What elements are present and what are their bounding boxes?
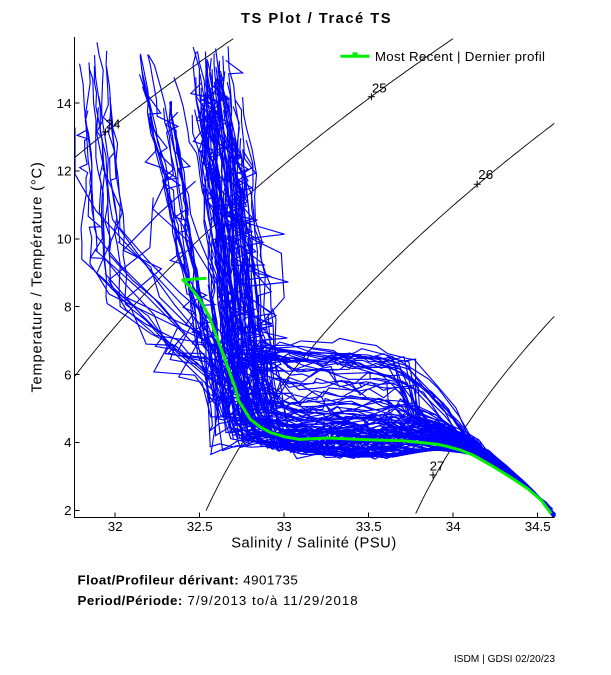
svg-text:34.5: 34.5 (525, 519, 551, 534)
svg-text:Period/Période: 7/9/2013 to/à: Period/Période: 7/9/2013 to/à 11/29/2018 (78, 593, 359, 608)
svg-text:Salinity / Salinité (PSU): Salinity / Salinité (PSU) (231, 536, 397, 552)
svg-text:32.5: 32.5 (187, 519, 213, 534)
svg-text:33.5: 33.5 (356, 519, 382, 534)
svg-text:14: 14 (57, 96, 72, 111)
svg-text:ISDM | GDSI 02/20/23: ISDM | GDSI 02/20/23 (454, 654, 556, 665)
svg-text:Most Recent | Dernier profil: Most Recent | Dernier profil (375, 49, 545, 64)
svg-text:Float/Profileur dérivant: 4901: Float/Profileur dérivant: 4901735 (78, 573, 299, 588)
svg-text:33: 33 (277, 519, 292, 534)
svg-text:2: 2 (64, 503, 71, 518)
svg-text:32: 32 (108, 519, 123, 534)
svg-text:8: 8 (64, 299, 71, 314)
svg-text:25: 25 (372, 80, 387, 95)
svg-text:6: 6 (64, 367, 71, 382)
svg-text:Temperature / Température (°C): Temperature / Température (°C) (30, 161, 46, 392)
svg-text:12: 12 (57, 164, 72, 179)
svg-text:24: 24 (106, 117, 121, 132)
svg-text:4: 4 (64, 435, 72, 450)
svg-text:10: 10 (57, 232, 72, 247)
svg-text:26: 26 (478, 167, 493, 182)
svg-text:TS Plot / Tracé TS: TS Plot / Tracé TS (241, 11, 392, 27)
svg-text:27: 27 (430, 459, 445, 474)
svg-text:34: 34 (446, 519, 461, 534)
